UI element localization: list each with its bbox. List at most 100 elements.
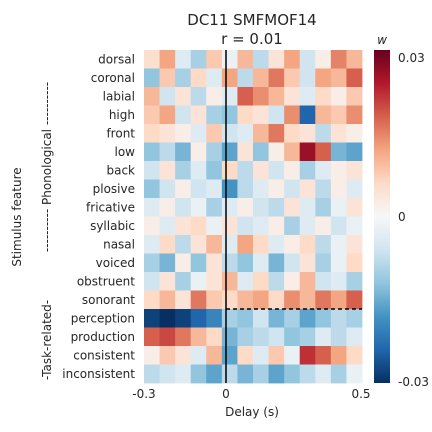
heatmap-cell <box>159 161 176 180</box>
heatmap-cell <box>144 346 160 365</box>
heatmap-cell <box>206 87 223 106</box>
heatmap-cells <box>144 50 363 384</box>
x-tick-label: 0 <box>222 387 230 401</box>
heatmap-cell <box>253 290 269 310</box>
heatmap-cell <box>253 142 269 162</box>
heatmap-cell <box>144 179 160 199</box>
heatmap-cell <box>221 327 238 347</box>
heatmap-cell <box>330 309 347 328</box>
heatmap-cell <box>190 346 207 365</box>
colorbar-tick-label: 0 <box>398 210 406 224</box>
heatmap-cell <box>253 235 269 254</box>
colorbar <box>374 50 390 383</box>
heatmap-cell <box>299 290 316 310</box>
heatmap-cell <box>299 161 316 180</box>
row-label: back <box>106 163 135 177</box>
heatmap-cell <box>190 198 207 217</box>
heatmap-cell <box>284 216 301 236</box>
heatmap-cell <box>346 309 363 328</box>
heatmap-cell <box>253 198 269 217</box>
heatmap-cell <box>346 142 363 162</box>
heatmap-cell <box>268 235 285 254</box>
x-tick-label: 0.5 <box>351 387 370 401</box>
heatmap-cell <box>284 327 301 347</box>
heatmap-cell <box>315 68 332 88</box>
heatmap-cell <box>237 87 254 106</box>
heatmap-cell <box>330 142 347 162</box>
heatmap-cell <box>253 50 269 69</box>
heatmap-cell <box>253 179 269 199</box>
row-label: low <box>115 145 136 159</box>
row-label: voiced <box>96 256 135 270</box>
heatmap-cell <box>175 68 192 88</box>
heatmap-cell <box>190 364 207 384</box>
heatmap-cell <box>190 216 207 236</box>
heatmap-cell <box>268 124 285 143</box>
heatmap-cell <box>299 87 316 106</box>
heatmap-cell <box>190 87 207 106</box>
heatmap-cell <box>284 87 301 106</box>
heatmap-cell <box>221 50 238 69</box>
heatmap-cell <box>315 290 332 310</box>
heatmap-cell <box>175 290 192 310</box>
row-label: fricative <box>86 200 135 214</box>
heatmap-cell <box>206 290 223 310</box>
heatmap-cell <box>206 161 223 180</box>
heatmap-cell <box>346 364 363 384</box>
heatmap-cell <box>284 198 301 217</box>
heatmap-cell <box>159 327 176 347</box>
heatmap-cell <box>284 50 301 69</box>
heatmap-cell <box>299 124 316 143</box>
heatmap-cell <box>221 364 238 384</box>
heatmap-cell <box>253 124 269 143</box>
heatmap-cell <box>299 272 316 291</box>
heatmap-cell <box>268 327 285 347</box>
heatmap-cell <box>253 216 269 236</box>
heatmap-cell <box>221 87 238 106</box>
heatmap-cell <box>144 198 160 217</box>
heatmap-cell <box>315 309 332 328</box>
heatmap-cell <box>315 327 332 347</box>
heatmap-cell <box>299 142 316 162</box>
heatmap-cell <box>284 346 301 365</box>
heatmap-cell <box>175 179 192 199</box>
row-label: perception <box>71 311 135 325</box>
heatmap-cell <box>315 87 332 106</box>
heatmap-cell <box>237 290 254 310</box>
heatmap-cell <box>346 179 363 199</box>
colorbar-tick-label: -0.03 <box>398 375 429 389</box>
heatmap-cell <box>268 290 285 310</box>
heatmap-cell <box>346 124 363 143</box>
heatmap-cell <box>330 290 347 310</box>
heatmap-cell <box>144 105 160 125</box>
x-tick-label: -0.3 <box>132 387 155 401</box>
heatmap-cell <box>299 235 316 254</box>
heatmap-cell <box>346 253 363 273</box>
heatmap-cell <box>268 179 285 199</box>
heatmap-cell <box>268 142 285 162</box>
heatmap-cell <box>346 105 363 125</box>
heatmap-cell <box>144 253 160 273</box>
heatmap-cell <box>190 105 207 125</box>
heatmap-cell <box>175 327 192 347</box>
heatmap-cell <box>144 142 160 162</box>
heatmap-cell <box>206 309 223 328</box>
heatmap-cell <box>221 198 238 217</box>
heatmap-cell <box>237 68 254 88</box>
heatmap-cell <box>175 253 192 273</box>
heatmap-cell <box>268 161 285 180</box>
heatmap-cell <box>221 179 238 199</box>
heatmap-cell <box>330 68 347 88</box>
heatmap-cell <box>221 161 238 180</box>
heatmap-cell <box>221 235 238 254</box>
heatmap-cell <box>253 161 269 180</box>
heatmap-cell <box>237 346 254 365</box>
heatmap-cell <box>237 105 254 125</box>
row-label: consistent <box>73 348 135 362</box>
heatmap-cell <box>237 50 254 69</box>
heatmap-cell <box>221 124 238 143</box>
heatmap-cell <box>190 272 207 291</box>
heatmap-cell <box>346 235 363 254</box>
heatmap-cell <box>315 161 332 180</box>
heatmap-cell <box>144 235 160 254</box>
